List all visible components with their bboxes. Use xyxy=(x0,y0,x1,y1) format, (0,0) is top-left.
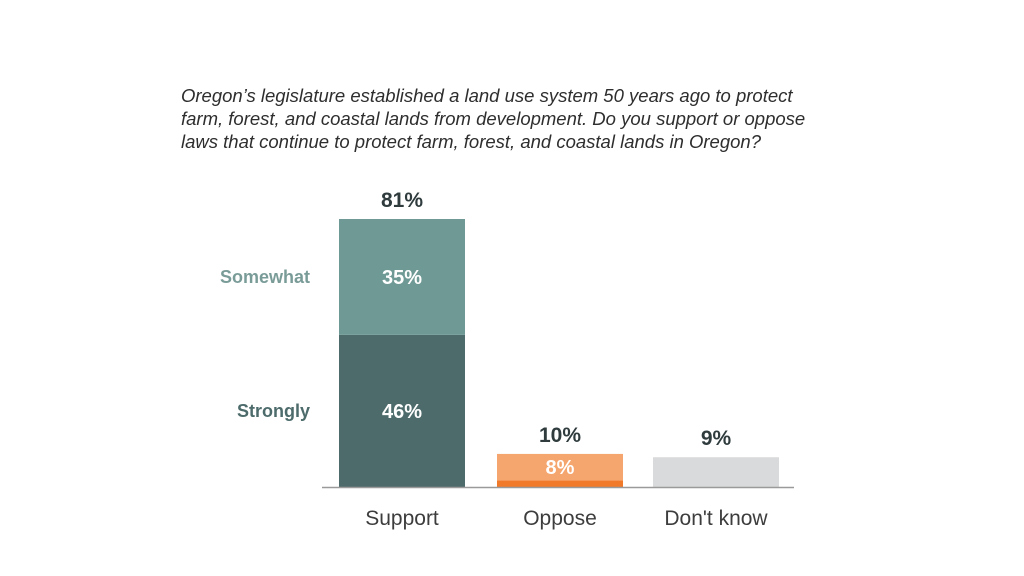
category-label-don-t-know: Don't know xyxy=(664,507,768,530)
question-line-3: laws that continue to protect farm, fore… xyxy=(181,131,761,152)
question-text: Oregon’s legislature established a land … xyxy=(181,84,881,153)
bar-segment-support-strongly xyxy=(339,334,465,487)
total-label-don-t-know: 9% xyxy=(701,427,732,450)
segment-label-support-somewhat: 35% xyxy=(382,267,422,289)
segment-label-oppose-somewhat: 8% xyxy=(546,457,575,479)
series-label-somewhat: Somewhat xyxy=(220,267,310,287)
bar-segment-don-t-know-total xyxy=(653,457,779,487)
bar-segment-support-somewhat xyxy=(339,219,465,335)
category-label-oppose: Oppose xyxy=(523,507,597,530)
total-label-support: 81% xyxy=(381,189,423,212)
question-line-1: Oregon’s legislature established a land … xyxy=(181,85,793,106)
series-label-strongly: Strongly xyxy=(237,401,310,421)
question-line-2: farm, forest, and coastal lands from dev… xyxy=(181,108,806,129)
bar-segment-oppose-strongly xyxy=(497,480,623,487)
segment-label-support-strongly: 46% xyxy=(382,401,422,423)
bar-segment-oppose-somewhat xyxy=(497,453,623,481)
total-label-oppose: 10% xyxy=(539,424,581,447)
category-label-support: Support xyxy=(365,507,439,530)
